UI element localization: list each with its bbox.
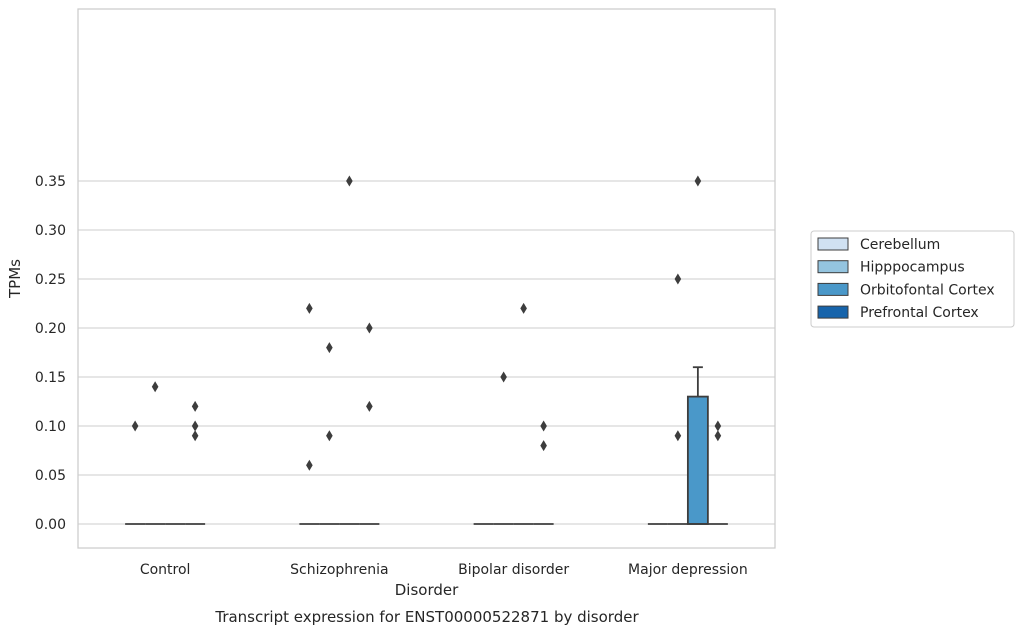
box-orbitofontal-cortex: [686, 366, 709, 525]
gridlines: [78, 180, 775, 525]
outlier-point: [191, 420, 199, 432]
box-body: [686, 395, 709, 525]
outlier-point: [366, 322, 373, 334]
y-tick-label: 0.10: [35, 419, 66, 435]
x-tick-label: Schizophrenia: [290, 562, 388, 578]
legend-label: Cerebellum: [860, 237, 940, 253]
outlier-point: [131, 420, 139, 432]
x-axis-title: Disorder: [395, 581, 459, 599]
x-axis-ticks: Control Schizophrenia Bipolar disorder Majo…: [140, 562, 748, 578]
outlier-point: [326, 342, 333, 354]
outlier-point: [674, 430, 682, 442]
outlier-point: [306, 302, 313, 314]
y-axis-ticks: 0.00 0.05 0.10 0.15 0.20 0.25 0.30 0.35: [35, 174, 66, 533]
outliers: [131, 175, 722, 471]
legend-swatch: [817, 237, 849, 251]
outlier-point: [151, 381, 159, 393]
legend-label: Prefrontal Cortex: [860, 305, 979, 321]
legend-swatch: [817, 260, 849, 274]
outlier-point: [714, 430, 722, 442]
legend-item: Hipppocampus: [817, 260, 965, 276]
outlier-point: [346, 175, 353, 187]
outlier-point: [306, 459, 313, 471]
legend: Cerebellum Hipppocampus Orbitofontal Corte…: [810, 230, 1015, 328]
legend-swatch: [817, 305, 849, 319]
x-tick-label: Control: [140, 562, 191, 578]
y-tick-label: 0.00: [35, 517, 66, 533]
y-tick-label: 0.20: [35, 321, 66, 337]
outlier-point: [366, 400, 373, 412]
boxes: [125, 366, 728, 525]
legend-swatch: [817, 282, 849, 296]
y-tick-label: 0.25: [35, 272, 66, 288]
legend-item: Prefrontal Cortex: [817, 305, 979, 321]
y-axis-title: TPMs: [6, 259, 24, 299]
y-tick-label: 0.05: [35, 468, 66, 484]
plot-area-frame: [77, 8, 776, 549]
legend-frame: [810, 230, 1015, 328]
outlier-point: [540, 420, 547, 432]
outlier-point: [714, 420, 722, 432]
outlier-point: [520, 302, 527, 314]
outlier-point: [674, 273, 682, 285]
legend-entries: Cerebellum Hipppocampus Orbitofontal Corte…: [817, 237, 995, 321]
outlier-point: [326, 430, 333, 442]
legend-label: Orbitofontal Cortex: [860, 282, 995, 298]
outlier-point: [191, 430, 199, 442]
y-tick-label: 0.35: [35, 174, 66, 190]
x-tick-label: Bipolar disorder: [458, 562, 569, 578]
y-tick-label: 0.15: [35, 370, 66, 386]
outlier-point: [500, 371, 507, 383]
outlier-point: [540, 440, 547, 452]
outlier-point: [191, 400, 199, 412]
chart-caption: Transcript expression for ENST0000052287…: [214, 608, 639, 626]
outlier-point: [694, 175, 702, 187]
legend-item: Orbitofontal Cortex: [817, 282, 995, 298]
y-tick-label: 0.30: [35, 223, 66, 239]
legend-label: Hipppocampus: [860, 260, 965, 276]
legend-item: Cerebellum: [817, 237, 940, 253]
x-tick-label: Major depression: [628, 562, 748, 578]
